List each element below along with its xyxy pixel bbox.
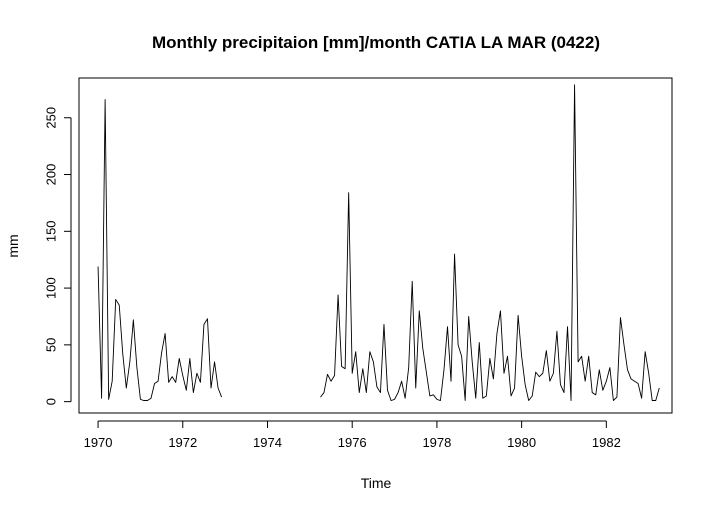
y-tick-label: 50 (43, 338, 58, 352)
series-line-1 (97, 99, 223, 401)
x-tick-label: 1980 (507, 435, 536, 450)
y-tick-label: 0 (43, 398, 58, 405)
y-axis-label: mm (5, 234, 21, 257)
x-tick-label: 1974 (253, 435, 282, 450)
y-tick-label: 100 (43, 277, 58, 299)
y-tick-label: 200 (43, 164, 58, 186)
y-tick-label: 250 (43, 107, 58, 129)
x-tick-label: 1976 (338, 435, 367, 450)
series-layer (97, 84, 660, 401)
y-axis: 0 50 100 150 200 250 (43, 107, 72, 405)
x-tick-label: 1970 (84, 435, 113, 450)
y-tick-label: 150 (43, 220, 58, 242)
x-axis: 1970 1972 1974 1976 1978 1980 1982 (84, 420, 621, 450)
chart-title: Monthly precipitaion [mm]/month CATIA LA… (152, 33, 600, 52)
x-tick-label: 1972 (168, 435, 197, 450)
x-tick-label: 1978 (422, 435, 451, 450)
x-axis-label: Time (361, 475, 392, 491)
x-tick-label: 1982 (592, 435, 621, 450)
plot-frame (78, 77, 673, 414)
series-line-2 (320, 84, 660, 401)
